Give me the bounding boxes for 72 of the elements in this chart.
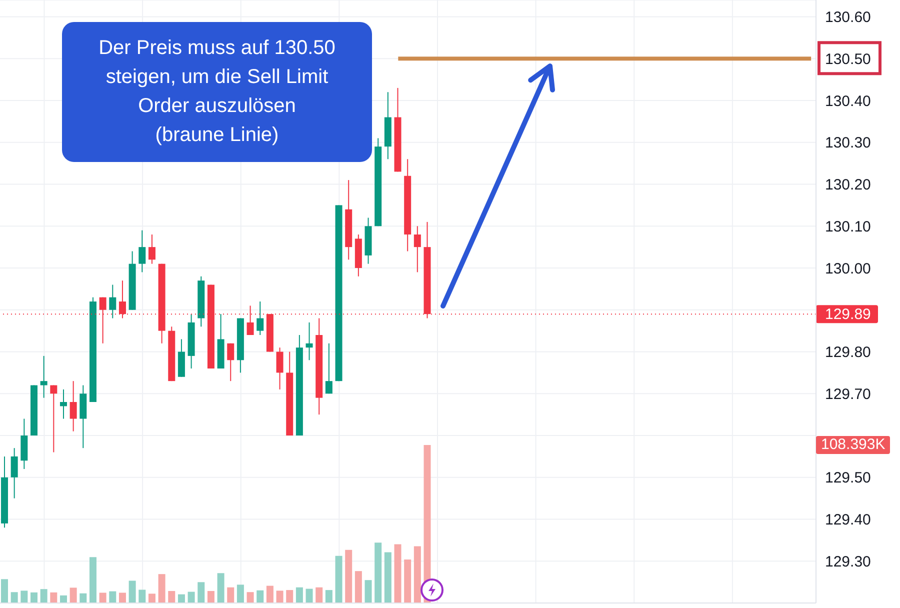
bar [138, 590, 146, 603]
candlestick [60, 388, 67, 420]
bar [207, 590, 214, 603]
bar [345, 550, 352, 603]
bar [384, 552, 392, 603]
bar [10, 592, 18, 603]
candlestick [414, 226, 421, 273]
candlestick [109, 284, 116, 319]
bar [60, 595, 67, 603]
bar [364, 580, 372, 603]
bar [276, 590, 284, 603]
candlestick [40, 355, 48, 398]
candlestick [325, 342, 332, 394]
bar [414, 546, 421, 603]
bar [109, 591, 116, 603]
y-tick-label: 130.60 [825, 9, 871, 26]
candlestick [227, 342, 234, 382]
bar [217, 573, 224, 603]
bar [246, 592, 254, 603]
y-tick-label: 130.40 [825, 92, 871, 110]
bar [227, 587, 234, 603]
bar [1, 579, 8, 603]
y-tick-label: 129.50 [825, 470, 871, 487]
bar [168, 590, 176, 603]
bar [306, 588, 313, 603]
bar [148, 594, 156, 603]
bar [325, 590, 332, 603]
candlestick [50, 384, 58, 453]
annotation: Der Preis muss auf 130.50 steigen, um die Sell Limit Order auszulösen (braune Linie) [98, 36, 336, 148]
y-tick-label: 129.30 [825, 553, 871, 570]
bar [40, 589, 48, 603]
y-tick-label: 130.50 [825, 50, 871, 68]
bar [128, 580, 136, 603]
bar [404, 560, 412, 603]
candlestick [256, 301, 264, 336]
bar [188, 592, 195, 603]
y-tick-label: 130.00 [825, 260, 871, 278]
bar [30, 592, 38, 603]
candlestick [138, 230, 146, 273]
bar [256, 590, 264, 603]
bar [89, 557, 96, 603]
bar [394, 544, 402, 603]
y-tick-label: 129.80 [825, 344, 871, 362]
candlestick [276, 347, 284, 390]
bar [198, 582, 205, 603]
y-tick-label: 129.70 [825, 386, 871, 403]
bar [335, 556, 342, 603]
bar [296, 587, 303, 603]
bar [316, 587, 323, 603]
text: 108.393K [821, 436, 886, 453]
y-tick-label: 130.30 [825, 134, 871, 152]
bar [178, 594, 185, 603]
bar [70, 588, 77, 603]
bar [118, 592, 126, 603]
bar [354, 571, 362, 603]
bar [158, 574, 166, 603]
candlestick [148, 234, 156, 264]
y-tick-label: 130.10 [825, 218, 871, 236]
bar [80, 593, 87, 603]
bar [286, 590, 294, 603]
bar [50, 592, 58, 603]
bar [99, 592, 106, 603]
bar [374, 542, 382, 603]
y-tick-label: 130.20 [825, 176, 871, 194]
y-tick-label: 129.40 [825, 512, 871, 529]
candlestick [70, 380, 77, 432]
candlestick [10, 448, 18, 499]
candlestick [306, 322, 313, 361]
bar [20, 590, 28, 603]
bar [266, 586, 274, 603]
bar [236, 584, 244, 603]
ref-line-label: 129.89 [825, 306, 871, 324]
